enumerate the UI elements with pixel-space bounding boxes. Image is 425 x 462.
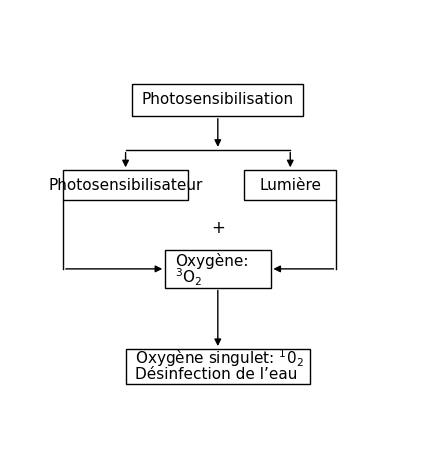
Text: $^3$O$_2$: $^3$O$_2$ <box>175 267 202 288</box>
Text: Photosensibilisateur: Photosensibilisateur <box>48 178 203 193</box>
FancyBboxPatch shape <box>165 250 270 287</box>
FancyBboxPatch shape <box>63 170 188 201</box>
Text: Lumière: Lumière <box>259 178 321 193</box>
Text: Oxygène singulet: $^1$0$_2$: Oxygène singulet: $^1$0$_2$ <box>136 348 304 370</box>
Text: Photosensibilisation: Photosensibilisation <box>142 92 294 107</box>
Text: +: + <box>211 219 225 237</box>
Text: Désinfection de l’eau: Désinfection de l’eau <box>136 367 298 383</box>
FancyBboxPatch shape <box>132 84 303 116</box>
Text: Oxygène:: Oxygène: <box>175 253 249 269</box>
FancyBboxPatch shape <box>244 170 336 201</box>
FancyBboxPatch shape <box>125 349 310 384</box>
